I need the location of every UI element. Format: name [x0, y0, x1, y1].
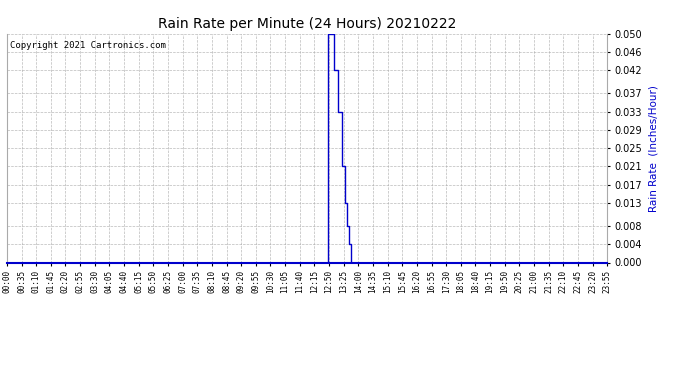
- Text: Copyright 2021 Cartronics.com: Copyright 2021 Cartronics.com: [10, 40, 166, 50]
- Title: Rain Rate per Minute (24 Hours) 20210222: Rain Rate per Minute (24 Hours) 20210222: [158, 17, 456, 31]
- Y-axis label: Rain Rate  (Inches/Hour): Rain Rate (Inches/Hour): [648, 85, 658, 212]
